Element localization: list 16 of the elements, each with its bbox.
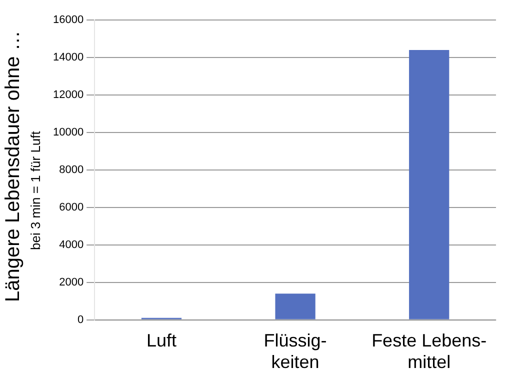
y-tick-label: 14000 [52,52,84,64]
y-tick-label: 8000 [59,164,84,176]
x-tick-label: Luft [146,330,177,351]
y-tick-label: 4000 [59,238,84,251]
y-tick-label: 10000 [52,126,84,138]
y-axis-title: Längere Lebensdauer ohne … [2,30,25,302]
y-tick-label: 16000 [52,14,84,26]
text: bei 3 min = 1 für Luft [28,131,43,250]
y-tick-label: 6000 [59,201,84,214]
y-tick-label: 2000 [59,276,84,288]
bar [275,294,316,320]
y-tick-label: 0 [77,314,84,326]
x-tick-label: Flüssig- keiten [264,330,327,372]
bar [409,50,450,320]
y-tick-label: 12000 [52,88,84,101]
x-tick-label: Feste Lebens- mittel [372,330,487,372]
